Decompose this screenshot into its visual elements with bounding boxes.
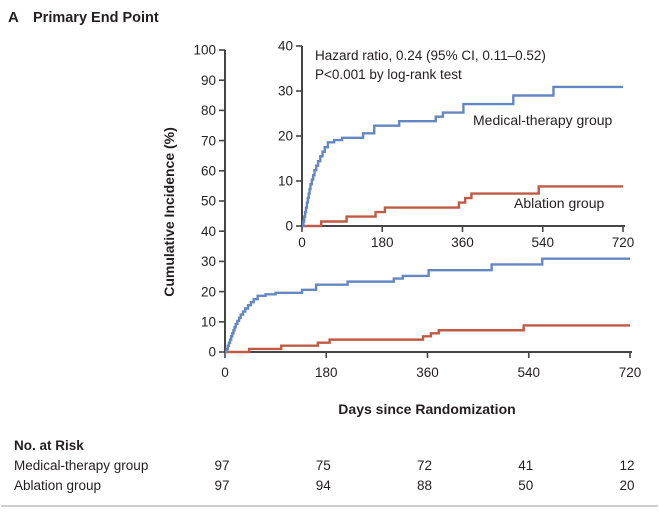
panel-title: Primary End Point <box>33 10 159 26</box>
inset-x-tick-label-180: 180 <box>371 235 394 250</box>
risk-table-header: No. at Risk <box>14 438 84 453</box>
inset-curve-medical-therapy <box>302 85 623 228</box>
inset-x-tick-label-720: 720 <box>612 235 635 250</box>
main-x-tick-label-360: 360 <box>416 365 439 380</box>
main-y-tick-label-20: 20 <box>201 284 216 299</box>
inset-y-tick-label-40: 40 <box>278 39 293 54</box>
inset-y-tick-label-10: 10 <box>278 174 293 189</box>
risk-value-row2-col5: 20 <box>619 478 634 493</box>
main-curve-medical-therapy <box>225 257 630 354</box>
medical-therapy-curve-label: Medical-therapy group <box>473 112 613 128</box>
main-y-tick-label-30: 30 <box>201 254 216 269</box>
y-axis-title: Cumulative Incidence (%) <box>161 127 177 297</box>
survival-curves <box>225 85 630 354</box>
main-x-tick-label-0: 0 <box>221 365 229 380</box>
main-y-tick-label-50: 50 <box>201 194 216 209</box>
ablation-curve-label: Ablation group <box>514 195 605 211</box>
main-y-tick-label-60: 60 <box>201 164 216 179</box>
main-x-tick-label-720: 720 <box>619 365 642 380</box>
inset-x-tick-label-540: 540 <box>531 235 554 250</box>
main-x-tick-label-180: 180 <box>315 365 338 380</box>
risk-value-row1-col5: 12 <box>619 458 634 473</box>
pvalue-annotation: P<0.001 by log-rank test <box>315 67 462 82</box>
inset-x-tick-label-360: 360 <box>451 235 474 250</box>
inset-y-tick-label-30: 30 <box>278 84 293 99</box>
risk-value-row1-col3: 72 <box>417 458 432 473</box>
main-curve-ablation <box>225 324 630 354</box>
main-y-tick-label-70: 70 <box>201 133 216 148</box>
risk-table-values: 97 75 72 41 12 97 94 88 50 20 <box>214 458 634 493</box>
inset-y-tick-label-0: 0 <box>285 219 293 234</box>
panel-letter: A <box>8 9 19 26</box>
main-y-tick-label-100: 100 <box>193 43 216 58</box>
risk-value-row2-col2: 94 <box>316 478 332 493</box>
main-y-tick-label-0: 0 <box>208 345 216 360</box>
risk-value-row2-col4: 50 <box>518 478 533 493</box>
risk-value-row2-col3: 88 <box>417 478 432 493</box>
main-y-tick-label-40: 40 <box>201 224 216 239</box>
risk-value-row1-col1: 97 <box>214 458 229 473</box>
main-y-tick-label-10: 10 <box>201 315 216 330</box>
hazard-ratio-annotation: Hazard ratio, 0.24 (95% CI, 0.11–0.52) <box>315 48 546 63</box>
main-x-tick-label-540: 540 <box>517 365 540 380</box>
risk-row-label-ablation: Ablation group <box>14 478 101 493</box>
x-axis-title: Days since Randomization <box>338 401 515 417</box>
risk-value-row1-col2: 75 <box>316 458 331 473</box>
risk-value-row2-col1: 97 <box>214 478 229 493</box>
inset-y-tick-label-20: 20 <box>278 129 293 144</box>
risk-value-row1-col4: 41 <box>518 458 533 473</box>
inset-curve-ablation <box>302 185 623 228</box>
main-y-tick-label-80: 80 <box>201 103 216 118</box>
inset-x-tick-label-0: 0 <box>298 235 306 250</box>
risk-row-label-medical: Medical-therapy group <box>14 458 148 473</box>
main-y-tick-label-90: 90 <box>201 73 216 88</box>
